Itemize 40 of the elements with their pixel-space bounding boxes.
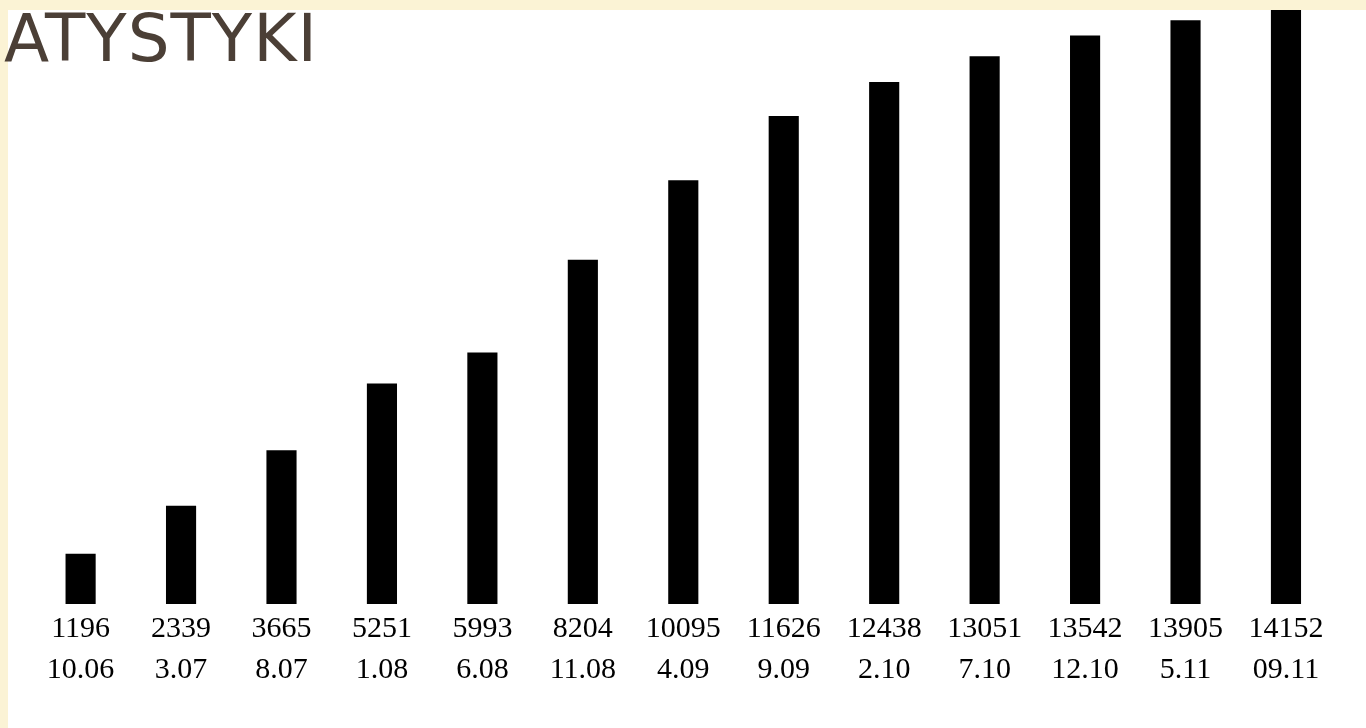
data-label: 5993 <box>452 609 513 643</box>
bar <box>65 553 96 604</box>
chart-title: ATYSTYKI <box>4 0 318 77</box>
data-label: 14152 <box>1248 609 1324 643</box>
bar <box>969 56 1000 604</box>
bar <box>165 505 197 604</box>
x-tick-label: 10.06 <box>46 650 115 684</box>
bar <box>1170 20 1201 604</box>
x-tick-label: 11.08 <box>549 650 617 684</box>
x-tick-label: 09.11 <box>1252 650 1320 684</box>
bar <box>869 81 900 604</box>
x-tick-label: 1.08 <box>355 650 409 684</box>
data-label: 2339 <box>151 609 212 643</box>
bar <box>366 383 398 604</box>
data-label: 8204 <box>552 609 613 643</box>
x-tick-label: 6.08 <box>456 650 509 684</box>
data-label: 10095 <box>645 609 721 643</box>
data-label: 3665 <box>251 609 312 643</box>
data-label: 1196 <box>51 609 111 643</box>
data-label: 13905 <box>1148 609 1224 643</box>
bar <box>1070 35 1101 604</box>
bar <box>1270 10 1302 604</box>
data-label: 5251 <box>351 609 412 643</box>
x-tick-label: 9.09 <box>757 650 810 684</box>
data-label: 11626 <box>746 609 821 643</box>
bar <box>266 450 297 604</box>
data-label: 12438 <box>846 609 922 643</box>
bar <box>668 180 699 604</box>
bar <box>567 259 598 604</box>
x-tick-label: 4.09 <box>657 650 710 684</box>
x-tick-label: 7.10 <box>958 650 1011 684</box>
x-tick-label: 3.07 <box>154 650 208 684</box>
x-tick-label: 5.11 <box>1159 650 1212 684</box>
x-tick-label: 2.10 <box>857 650 911 684</box>
x-tick-label: 12.10 <box>1051 650 1119 684</box>
x-tick-label: 8.07 <box>255 650 308 684</box>
bar <box>768 116 799 604</box>
data-label: 13542 <box>1047 609 1123 643</box>
bar <box>467 352 498 604</box>
data-label: 13051 <box>947 609 1023 643</box>
